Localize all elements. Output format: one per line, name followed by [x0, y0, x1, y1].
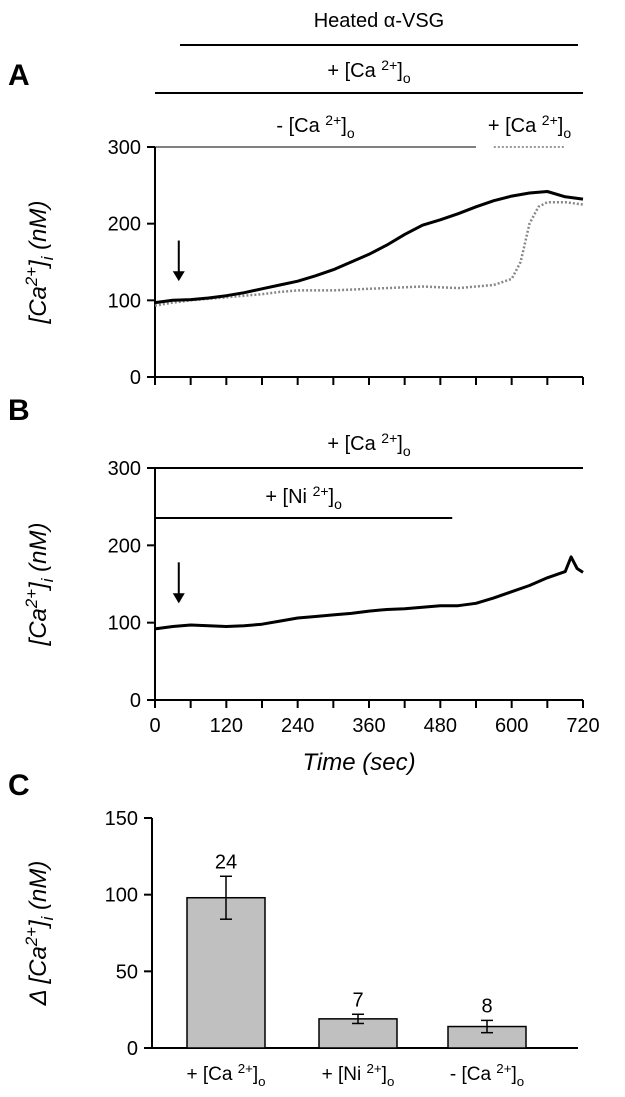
stimulus-arrow-head-b: [172, 593, 185, 604]
condition-label-a-1: - [Ca 2+]o: [276, 112, 354, 141]
y-tick-label-a-300: 300: [108, 137, 141, 159]
y-axis-label-b: [Ca2+]i (nM): [22, 523, 57, 647]
y-tick-label-a-200: 200: [108, 214, 141, 236]
panel-letter-b: B: [8, 394, 30, 427]
y-tick-label-c-0: 0: [127, 1038, 138, 1060]
trace-solid-b: [154, 555, 584, 631]
panel-a: + [Ca 2+]o - [Ca 2+]o + [Ca 2+]o 0 100 200 300…: [22, 57, 584, 389]
condition-label-b-0: + [Ca 2+]o: [327, 430, 410, 459]
panel-letter-c: C: [8, 769, 30, 802]
y-tick-label-b-200: 200: [108, 535, 141, 557]
x-tick-label-b-0: 0: [149, 715, 160, 737]
panel-c: 0 50 100 150 Δ [Ca2+]i (nM) 24 + [Ca 2+]o 7 + [N…: [22, 808, 578, 1089]
panel-letter-a: A: [8, 59, 30, 92]
n-label-0: 24: [215, 851, 237, 873]
y-tick-label-c-150: 150: [105, 808, 138, 830]
y-tick-label-b-100: 100: [108, 613, 141, 635]
n-label-1: 7: [352, 989, 363, 1011]
condition-label-b-1: + [Ni 2+]o: [265, 483, 342, 512]
x-tick-label-b-480: 480: [424, 715, 457, 737]
y-tick-label-b-300: 300: [108, 458, 141, 480]
y-tick-label-a-0: 0: [130, 367, 141, 389]
y-axis-label-c: Δ [Ca2+]i (nM): [22, 861, 57, 1007]
y-tick-label-c-50: 50: [116, 961, 138, 983]
category-label-2: - [Ca 2+]o: [450, 1061, 524, 1089]
y-axis-label-a: [Ca2+]i (nM): [22, 201, 57, 325]
x-tick-label-b-360: 360: [352, 715, 385, 737]
condition-label-a-0: + [Ca 2+]o: [327, 57, 410, 86]
top-condition-label: Heated α-VSG: [314, 10, 445, 32]
x-tick-label-b-600: 600: [495, 715, 528, 737]
x-tick-label-b-240: 240: [281, 715, 314, 737]
x-axis-label-b: Time (sec): [302, 749, 415, 776]
trace-solid-a: [154, 190, 584, 305]
category-label-0: + [Ca 2+]o: [186, 1061, 265, 1089]
x-tick-label-b-120: 120: [210, 715, 243, 737]
panel-b: + [Ca 2+]o + [Ni 2+]o 0 100 200 300 0 120 240 360…: [22, 430, 600, 776]
y-tick-label-c-100: 100: [105, 885, 138, 907]
stimulus-arrow-head-a: [172, 271, 185, 282]
n-label-2: 8: [481, 995, 492, 1017]
y-tick-label-a-100: 100: [108, 290, 141, 312]
category-label-1: + [Ni 2+]o: [322, 1061, 395, 1089]
x-tick-label-b-720: 720: [566, 715, 599, 737]
condition-label-a-2: + [Ca 2+]o: [488, 112, 571, 141]
y-tick-label-b-0: 0: [130, 690, 141, 712]
bar-0: [186, 896, 266, 1049]
trace-dotted-a: [154, 200, 584, 307]
